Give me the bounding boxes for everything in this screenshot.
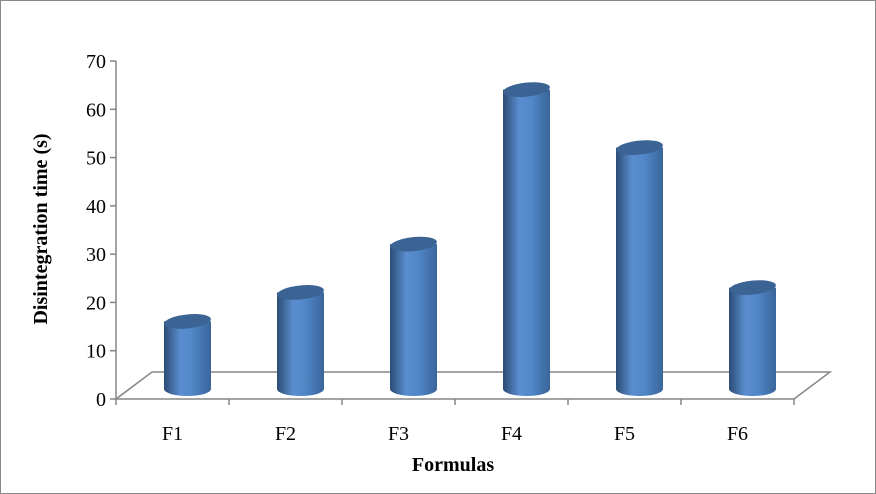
cylinder-top — [503, 82, 550, 98]
x-tick-label: F5 — [614, 423, 635, 445]
y-tick-label: 10 — [86, 341, 106, 363]
y-tick-label: 40 — [86, 196, 106, 218]
floor-outline — [115, 371, 833, 400]
y-tick-label: 70 — [86, 51, 106, 73]
bar-f1 — [164, 314, 211, 396]
cylinder-body — [277, 292, 324, 396]
cylinder-body — [729, 287, 776, 396]
x-tick-label: F6 — [727, 423, 748, 445]
cylinder-top — [277, 285, 324, 300]
bar-f2 — [277, 285, 324, 396]
x-tick-label: F1 — [162, 423, 183, 445]
y-axis-label: Disintegration time (s) — [30, 133, 52, 324]
bar-f6 — [729, 280, 776, 396]
x-tick-label: F3 — [388, 423, 409, 445]
cylinder-body — [164, 321, 211, 396]
x-tick-label: F2 — [275, 423, 296, 445]
cylinder-top — [164, 314, 211, 329]
x-axis-label: Formulas — [412, 454, 494, 476]
x-tick-label: F4 — [501, 423, 522, 445]
y-tick-label: 30 — [86, 244, 106, 266]
cylinder-body — [503, 89, 550, 396]
y-tick-label: 20 — [86, 292, 106, 314]
cylinder-top — [390, 236, 437, 252]
bar-f5 — [616, 140, 663, 396]
cylinder-body — [616, 147, 663, 396]
cylinder-body — [390, 244, 437, 396]
bar-f3 — [390, 236, 437, 396]
cylinder-top — [729, 280, 776, 295]
y-tick-label: 50 — [86, 148, 106, 170]
y-tick-label: 0 — [96, 389, 106, 411]
bar-f4 — [503, 82, 550, 396]
y-tick-label: 60 — [86, 99, 106, 121]
cylinder-top — [616, 140, 663, 155]
